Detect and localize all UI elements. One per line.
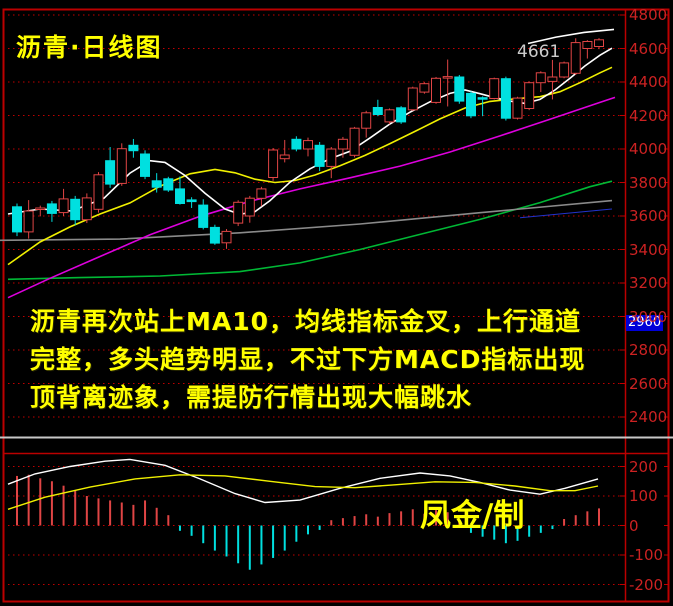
candle-down [12, 206, 22, 233]
candle-up [489, 78, 500, 99]
candle-up [582, 41, 593, 49]
candle-down [70, 198, 81, 221]
candle-up [35, 207, 46, 210]
candle-down [314, 144, 325, 167]
candle-up [512, 97, 523, 119]
candle-up [93, 174, 104, 210]
candle-up [244, 197, 255, 217]
candle-up [116, 148, 127, 184]
candle-down [372, 107, 383, 115]
candle-up [337, 138, 348, 150]
candle-up [23, 210, 34, 233]
chart-title: 沥青·日线图 [16, 33, 163, 62]
candle-up [419, 83, 430, 93]
candle-down [46, 203, 57, 214]
chart-frame [0, 8, 673, 603]
candle-up [361, 112, 372, 129]
candle-down [198, 204, 209, 228]
candle-up [594, 39, 604, 47]
candle-up [268, 149, 279, 178]
candle-up [442, 76, 453, 79]
axis-ticks [620, 14, 669, 585]
candle-up [384, 109, 395, 123]
peak-price-label: 4661 [517, 42, 561, 62]
candle-down [454, 76, 465, 102]
candle-down [500, 78, 511, 119]
candle-up [535, 72, 546, 84]
macd-lines [7, 458, 599, 510]
candle-up [570, 42, 581, 74]
candle-up [559, 62, 570, 78]
candle-up [221, 230, 232, 244]
annotation-line-1: 沥青再次站上MA10，均线指标金叉，上行通道 [30, 307, 582, 336]
candle-up [407, 87, 418, 111]
candle-up [349, 127, 360, 156]
candle-series [12, 38, 604, 249]
candle-up [81, 197, 92, 221]
candle-down [291, 138, 302, 150]
candle-up [58, 198, 69, 214]
candle-down [105, 160, 116, 185]
candle-down [477, 97, 488, 100]
annotation-line-3: 顶背离迹象，需提防行情出现大幅跳水 [30, 383, 473, 412]
candle-down [175, 188, 185, 204]
macd-panel[interactable] [8, 453, 625, 602]
candle-up [524, 82, 535, 109]
candle-up [256, 188, 267, 199]
candle-down [140, 153, 150, 177]
candle-down [163, 178, 174, 191]
candle-up [303, 140, 313, 150]
candle-up [547, 76, 558, 82]
candle-up [326, 148, 337, 167]
annotation-line-2: 完整，多头趋势明显，不过下方MACD指标出现 [30, 345, 586, 374]
candle-down [209, 226, 220, 244]
candle-down [186, 199, 197, 203]
watermark-credit: 凤金/制 [420, 498, 525, 534]
candle-down [396, 107, 407, 123]
candle-down [128, 144, 139, 152]
candle-down [151, 180, 162, 188]
macd-histogram [16, 474, 600, 570]
candle-up [233, 201, 244, 224]
candle-up [431, 77, 441, 103]
candle-down [466, 92, 476, 117]
candle-up [279, 154, 290, 160]
last-price-tag: 2960 [626, 315, 664, 331]
